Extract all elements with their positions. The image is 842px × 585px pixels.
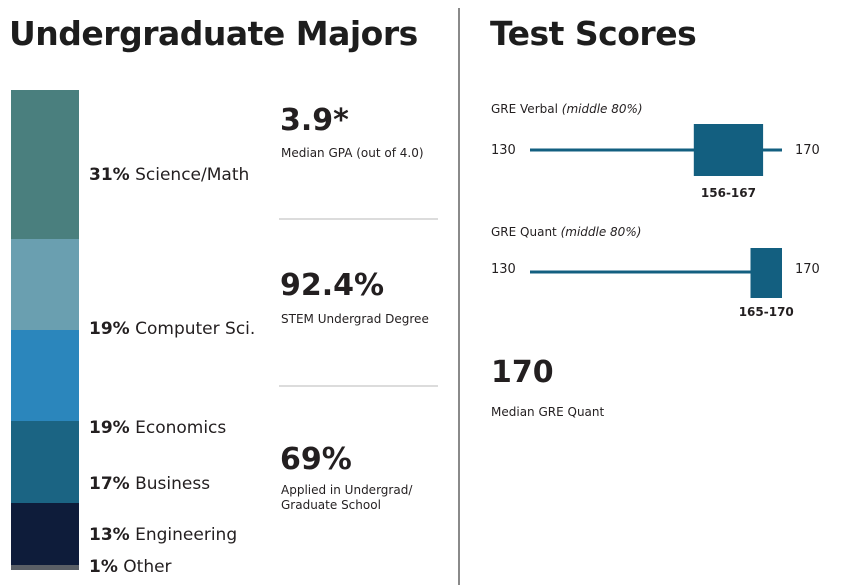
- major-label-science-math: 31% Science/Math: [89, 165, 249, 185]
- gre-verbal-min-label: 130: [491, 143, 516, 158]
- major-name: Computer Sci.: [135, 319, 256, 339]
- stat-gpa-label: Median GPA (out of 4.0): [281, 146, 424, 160]
- stat-applied-label-line2: Graduate School: [281, 498, 381, 512]
- stat-gpa-value: 3.9*: [280, 103, 349, 138]
- major-name: Economics: [135, 418, 227, 438]
- gre-verbal-range-label: 156-167: [700, 186, 756, 200]
- major-pct: 31%: [89, 165, 130, 185]
- gre-quant-min-label: 130: [491, 262, 516, 277]
- major-name: Science/Math: [135, 165, 250, 185]
- gre-quant-range-box: [750, 248, 782, 298]
- gre-quant-subtitle: (middle 80%): [560, 225, 642, 239]
- gre-quant-max-label: 170: [795, 262, 820, 277]
- test-scores-heading: Test Scores: [490, 14, 697, 53]
- gre-quant-range-label: 165-170: [738, 305, 794, 319]
- major-pct: 19%: [89, 319, 130, 339]
- gre-quant-range-chart: [530, 248, 782, 298]
- gre-verbal-range-box: [693, 124, 764, 176]
- stat-divider: [279, 218, 438, 220]
- bar-segment-science-math: [11, 90, 79, 239]
- major-label-economics: 19% Economics: [89, 418, 226, 438]
- majors-heading: Undergraduate Majors: [9, 14, 418, 53]
- column-divider: [458, 8, 460, 585]
- major-name: Engineering: [135, 525, 238, 545]
- majors-stacked-bar: [11, 90, 79, 570]
- stat-stem-label: STEM Undergrad Degree: [281, 312, 429, 326]
- stat-divider: [279, 385, 438, 387]
- bar-segment-computer-sci: [11, 239, 79, 330]
- major-pct: 1%: [89, 557, 118, 577]
- stat-stem-value: 92.4%: [280, 268, 385, 303]
- major-pct: 13%: [89, 525, 130, 545]
- stat-applied-value: 69%: [280, 442, 352, 477]
- bar-segment-engineering: [11, 503, 79, 565]
- major-name: Other: [123, 557, 172, 577]
- bar-segment-economics: [11, 330, 79, 421]
- major-label-engineering: 13% Engineering: [89, 525, 237, 545]
- median-gre-label: Median GRE Quant: [491, 405, 605, 419]
- bar-segment-other: [11, 565, 79, 570]
- gre-quant-title-text: GRE Quant: [491, 225, 557, 239]
- gre-quant-title: GRE Quant (middle 80%): [491, 225, 641, 239]
- major-name: Business: [135, 474, 211, 494]
- stat-applied-label-line1: Applied in Undergrad/: [281, 483, 413, 497]
- gre-verbal-title-text: GRE Verbal: [491, 102, 558, 116]
- major-pct: 17%: [89, 474, 130, 494]
- major-pct: 19%: [89, 418, 130, 438]
- major-label-computer-sci: 19% Computer Sci.: [89, 319, 255, 339]
- bar-segment-business: [11, 421, 79, 503]
- gre-verbal-title: GRE Verbal (middle 80%): [491, 102, 643, 116]
- gre-verbal-max-label: 170: [795, 143, 820, 158]
- major-label-other: 1% Other: [89, 557, 172, 577]
- major-label-business: 17% Business: [89, 474, 210, 494]
- gre-verbal-subtitle: (middle 80%): [561, 102, 643, 116]
- median-gre-value: 170: [491, 355, 554, 390]
- gre-verbal-range-chart: [530, 124, 782, 176]
- stat-applied-label: Applied in Undergrad/Graduate School: [281, 483, 451, 513]
